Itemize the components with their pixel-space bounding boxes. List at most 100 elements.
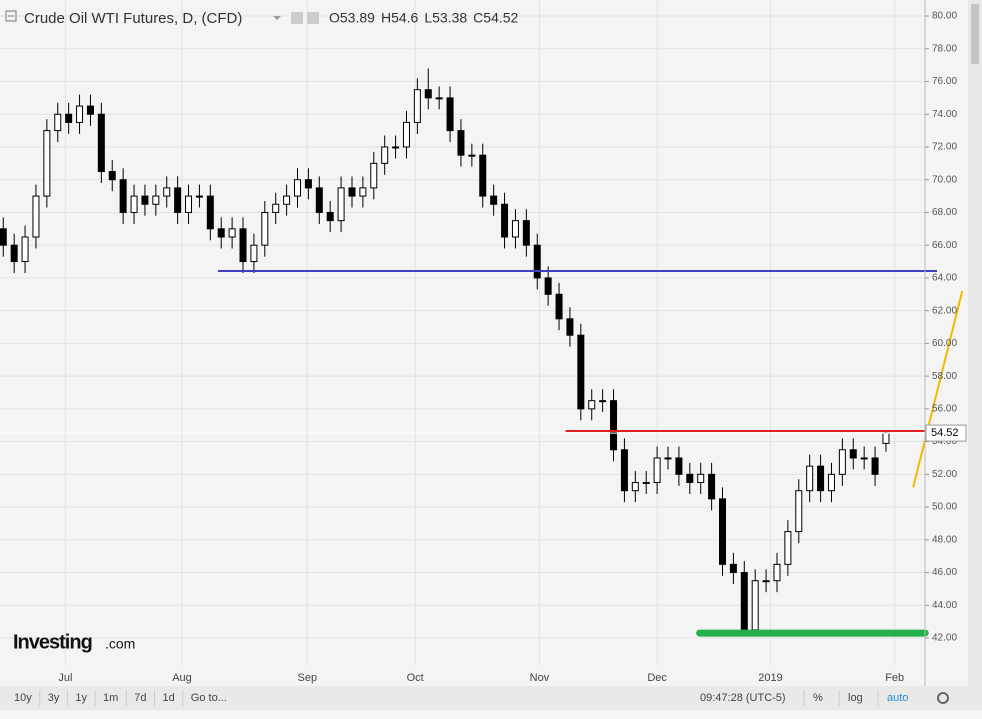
candle-body	[675, 457, 683, 475]
range-button[interactable]: 7d	[134, 692, 146, 704]
logo-suffix: .com	[105, 636, 135, 652]
trend-line	[912, 290, 964, 488]
candle-body	[185, 195, 193, 213]
candle-body	[392, 146, 400, 149]
candle-body	[206, 195, 214, 230]
ohlc-value: 53.38	[432, 10, 467, 26]
candle-body	[631, 482, 639, 492]
y-tick-label: 80.00	[932, 11, 957, 22]
candle-body	[32, 195, 40, 238]
y-tick-label: 56.00	[932, 403, 957, 414]
candle-body	[195, 195, 203, 198]
scroll-thumb[interactable]	[971, 4, 979, 64]
candle-body	[522, 220, 530, 246]
candle-body	[217, 228, 225, 238]
candle-body	[653, 457, 661, 484]
candle-body	[817, 465, 825, 492]
y-tick-label: 76.00	[932, 76, 957, 87]
candle-body	[163, 187, 171, 197]
settings-button[interactable]	[937, 692, 949, 704]
candle-body	[468, 154, 476, 157]
y-tick-label: 78.00	[932, 43, 957, 54]
candle-body	[827, 473, 835, 492]
candle-body	[871, 457, 879, 475]
logo: Investing .com	[13, 631, 135, 653]
candle-body	[97, 113, 105, 173]
close-icon[interactable]	[307, 12, 319, 24]
candle-body	[729, 563, 737, 574]
candle-body	[141, 195, 149, 205]
range-button[interactable]: 1d	[163, 692, 175, 704]
range-button[interactable]: 10y	[14, 692, 32, 704]
dropdown-icon[interactable]	[273, 16, 281, 20]
y-tick-label: 58.00	[932, 371, 957, 382]
candle-body	[795, 490, 803, 533]
y-tick-label: 44.00	[932, 600, 957, 611]
candle-body	[315, 187, 323, 213]
candle-body	[54, 113, 62, 132]
candle-body	[76, 105, 84, 123]
y-tick-label: 74.00	[932, 109, 957, 120]
candle-body	[457, 130, 465, 156]
option-button[interactable]: %	[813, 692, 823, 704]
settings-icon[interactable]	[291, 12, 303, 24]
y-axis: 42.00 44.00 46.00 48.00 50.00 52.00 54.00 56.00…	[58, 11, 967, 684]
candle-body	[533, 244, 541, 279]
y-tick-label: 54.00	[932, 436, 957, 447]
range-button[interactable]: 3y	[48, 692, 60, 704]
plot	[0, 68, 964, 637]
candle-body	[501, 203, 509, 238]
candle-body	[261, 211, 269, 246]
candle-body	[838, 449, 846, 475]
candle-body	[348, 187, 356, 197]
header: Crude Oil WTI Futures, D, (CFD) O 53.89 H 5…	[5, 10, 519, 27]
x-tick-label: Dec	[647, 672, 667, 684]
candle-body	[784, 531, 792, 565]
candle-body	[359, 187, 367, 197]
option-button[interactable]: log	[848, 692, 863, 704]
scrollbar[interactable]	[968, 0, 982, 686]
candle-body	[860, 457, 868, 460]
candle-body	[10, 244, 18, 263]
candle-body	[490, 195, 498, 205]
candle-body	[228, 228, 236, 238]
candle-body	[566, 318, 574, 336]
candle-body	[250, 244, 258, 263]
candle-body	[642, 482, 650, 485]
x-tick-label: Aug	[172, 672, 192, 684]
candle-body	[599, 400, 607, 403]
candle-body	[511, 220, 519, 238]
x-tick-label: 2019	[758, 672, 782, 684]
candle-body	[21, 236, 29, 263]
candle-body	[413, 89, 421, 123]
x-tick-label: Feb	[885, 672, 904, 684]
grid	[0, 0, 925, 665]
range-button[interactable]: 1y	[75, 692, 87, 704]
ohlc-field: O	[329, 10, 340, 26]
y-tick-label: 66.00	[932, 240, 957, 251]
candle-body	[577, 334, 585, 410]
clock: 09:47:28 (UTC-5)	[700, 692, 786, 704]
candle-body	[664, 457, 672, 460]
option-button[interactable]: auto	[887, 692, 908, 704]
candle-body	[762, 580, 770, 583]
ohlc-field: L	[424, 10, 432, 26]
candle-body	[697, 473, 705, 484]
last-price-box	[925, 424, 967, 442]
goto-button[interactable]: Go to...	[191, 692, 227, 704]
y-tick-label: 52.00	[932, 469, 957, 480]
candle-body	[294, 179, 301, 197]
range-button[interactable]: 1m	[103, 692, 118, 704]
candle-body	[740, 572, 748, 631]
candle-body	[751, 580, 759, 631]
y-tick-label: 64.00	[932, 273, 957, 284]
y-tick-label: 48.00	[932, 534, 957, 545]
x-tick-label: Oct	[407, 672, 424, 684]
logo-brand: Investing	[13, 631, 92, 653]
collapse-icon[interactable]	[5, 10, 17, 22]
candle-body	[849, 449, 857, 459]
candle-body	[326, 211, 334, 222]
ohlc-field: C	[473, 10, 483, 26]
candle-body	[272, 203, 280, 213]
